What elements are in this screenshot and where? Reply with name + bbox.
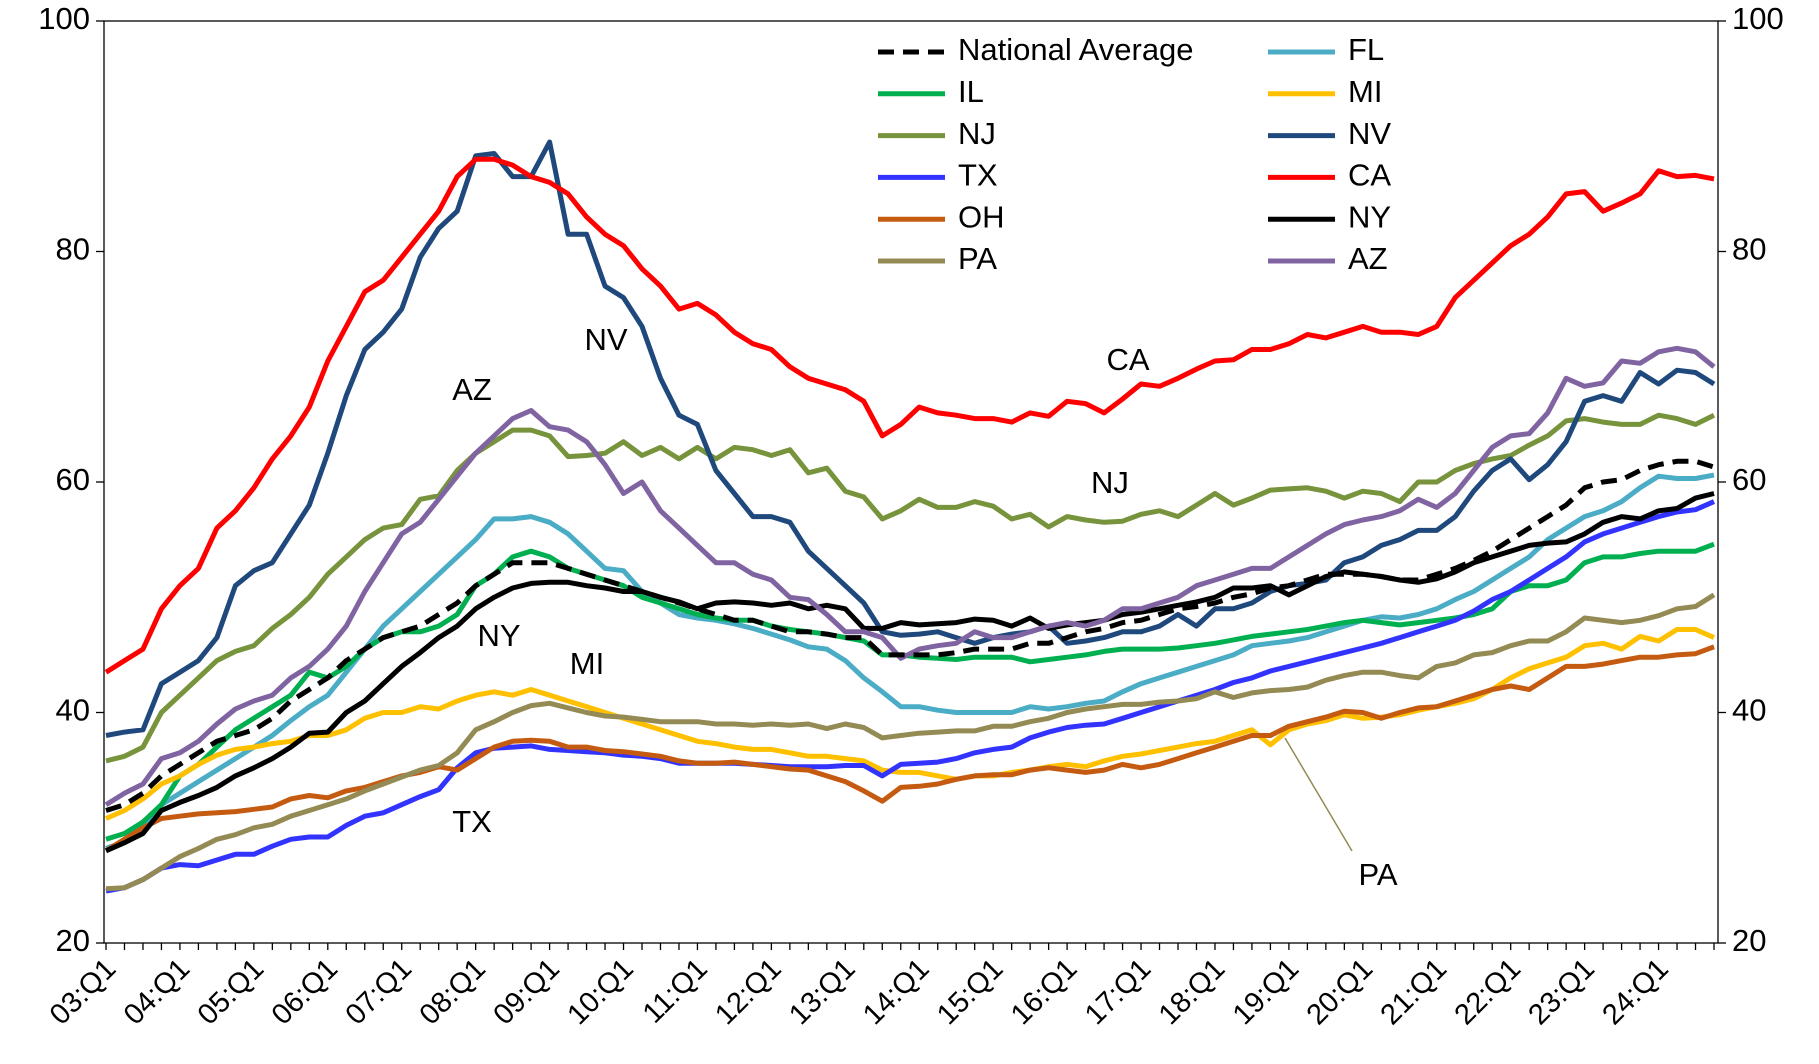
annotation: MI <box>570 646 604 681</box>
legend-label: OH <box>958 199 1005 234</box>
x-tick-label: 20:Q1 <box>1301 953 1379 1031</box>
y-tick-label: 60 <box>56 462 90 497</box>
x-tick-label: 05:Q1 <box>192 953 270 1031</box>
y2-tick-label: 40 <box>1732 693 1766 728</box>
x-tick-label: 06:Q1 <box>266 953 344 1031</box>
series-line <box>105 499 1716 894</box>
series-line <box>105 139 1716 738</box>
y-tick-label: 100 <box>38 1 90 36</box>
y2-tick-label: 100 <box>1732 1 1784 36</box>
x-tick-label: 09:Q1 <box>487 953 565 1031</box>
annotation-leader <box>1284 737 1353 852</box>
x-tick-label: 23:Q1 <box>1522 953 1600 1031</box>
x-tick-label: 04:Q1 <box>118 953 196 1031</box>
x-tick-label: 19:Q1 <box>1227 953 1305 1031</box>
plot-frame <box>103 20 1719 944</box>
series-line <box>104 644 1715 853</box>
series-line <box>104 491 1715 854</box>
legend-label: MI <box>1348 74 1382 109</box>
legend-label: FL <box>1348 32 1384 67</box>
annotation: NV <box>584 322 627 357</box>
annotation: NY <box>477 618 520 653</box>
x-tick-label: 13:Q1 <box>783 953 861 1031</box>
x-tick-label: 16:Q1 <box>1005 953 1083 1031</box>
x-tick-label: 08:Q1 <box>414 953 492 1031</box>
y2-tick-label: 80 <box>1732 232 1766 267</box>
x-tick-label: 18:Q1 <box>1153 953 1231 1031</box>
legend: National Average FL IL MI NJ NV TX CA OH NY PA AZ <box>878 32 1391 276</box>
series-line <box>105 472 1715 851</box>
x-tick-label: 24:Q1 <box>1596 953 1674 1031</box>
y-tick-label: 40 <box>56 693 90 728</box>
x-tick-label: 07:Q1 <box>340 953 418 1031</box>
x-tick-label: 03:Q1 <box>44 953 122 1031</box>
x-tick-label: 14:Q1 <box>857 953 935 1031</box>
x-tick-label: 21:Q1 <box>1375 953 1453 1031</box>
legend-label: IL <box>958 74 984 109</box>
legend-label: PA <box>958 241 997 276</box>
annotation: PA <box>1358 857 1397 892</box>
legend-label: AZ <box>1348 241 1388 276</box>
legend-label: TX <box>958 158 998 193</box>
legend-label: NY <box>1348 199 1391 234</box>
legend-label: NV <box>1348 116 1391 151</box>
y-tick-label: 80 <box>56 232 90 267</box>
annotation: CA <box>1106 342 1149 377</box>
series-line <box>104 345 1716 807</box>
series-line <box>105 412 1716 764</box>
legend-label: NJ <box>958 116 996 151</box>
annotation: TX <box>452 804 492 839</box>
series-line <box>104 156 1715 675</box>
x-tick-label: 12:Q1 <box>709 953 787 1031</box>
x-tick-label: 10:Q1 <box>561 953 639 1031</box>
annotation: AZ <box>452 372 492 407</box>
x-tick-label: 15:Q1 <box>931 953 1009 1031</box>
series-line <box>105 592 1716 892</box>
x-tick-label: 22:Q1 <box>1449 953 1527 1031</box>
x-tick-label: 17:Q1 <box>1079 953 1157 1031</box>
y-tick-label: 20 <box>56 923 90 958</box>
legend-label: CA <box>1348 158 1391 193</box>
x-tick-label: 11:Q1 <box>637 953 714 1030</box>
annotation: NJ <box>1091 465 1129 500</box>
legend-label: National Average <box>958 32 1194 67</box>
y2-tick-label: 20 <box>1732 923 1766 958</box>
series-line <box>105 541 1715 842</box>
y2-tick-label: 60 <box>1732 462 1766 497</box>
